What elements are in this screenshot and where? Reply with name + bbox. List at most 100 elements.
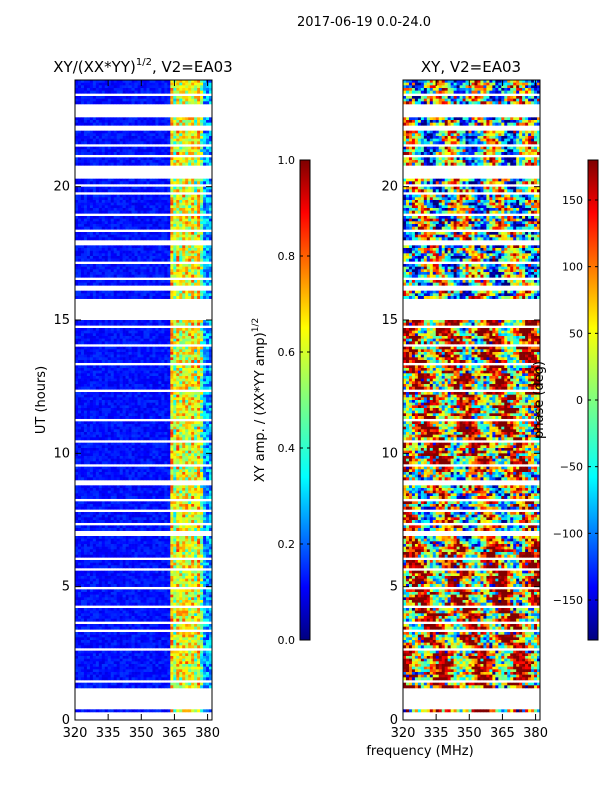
heatmap-cell	[107, 130, 112, 134]
heatmap-cell	[167, 218, 171, 222]
heatmap-cell	[173, 346, 177, 350]
heatmap-cell	[164, 250, 168, 254]
heatmap-cell	[176, 96, 180, 99]
heatmap-cell	[185, 341, 189, 345]
heatmap-cell	[119, 290, 123, 294]
heatmap-cell	[206, 328, 210, 331]
heatmap-cell	[140, 333, 144, 337]
heatmap-cell	[92, 472, 97, 475]
heatmap-cell	[173, 266, 177, 270]
heatmap-cell	[143, 205, 147, 209]
heatmap-cell	[104, 120, 109, 123]
heatmap-cell	[203, 405, 207, 409]
heatmap-cell	[158, 205, 162, 209]
heatmap-cell	[209, 445, 212, 449]
heatmap-cell	[89, 400, 94, 403]
heatmap-cell	[92, 405, 97, 409]
heatmap-cell	[176, 264, 180, 267]
heatmap-cell	[164, 197, 168, 201]
heatmap-cell	[86, 136, 91, 139]
heatmap-cell	[164, 290, 168, 294]
heatmap-cell	[179, 248, 183, 251]
heatmap-cell	[89, 253, 94, 257]
heatmap-cell	[170, 256, 174, 259]
heatmap-cell	[119, 178, 123, 182]
heatmap-cell	[194, 296, 198, 299]
heatmap-cell	[179, 224, 183, 227]
heatmap-cell	[164, 138, 168, 142]
heatmap-cell	[89, 416, 94, 419]
heatmap-cell	[155, 378, 159, 382]
heatmap-cell	[143, 82, 147, 86]
heatmap-cell	[89, 360, 94, 363]
heatmap-cell	[194, 216, 198, 219]
heatmap-cell	[152, 445, 156, 449]
heatmap-cell	[92, 85, 97, 89]
heatmap-cell	[116, 133, 120, 137]
heatmap-cell	[140, 253, 144, 257]
heatmap-cell	[113, 149, 117, 153]
heatmap-cell	[104, 357, 109, 361]
heatmap-cell	[122, 133, 126, 137]
heatmap-cell	[146, 384, 150, 387]
heatmap-cell	[131, 293, 135, 297]
heatmap-cell	[155, 80, 159, 83]
heatmap-cell	[101, 266, 106, 270]
heatmap-cell	[86, 269, 91, 273]
heatmap-cell	[197, 80, 201, 83]
heatmap-cell	[107, 392, 112, 395]
heatmap-cell	[182, 210, 186, 214]
heatmap-cell	[128, 474, 132, 478]
heatmap-cell	[209, 336, 212, 339]
heatmap-cell	[146, 136, 150, 139]
heatmap-cell	[179, 202, 183, 206]
heatmap-cell	[104, 256, 109, 259]
heatmap-cell	[146, 117, 150, 121]
heatmap-cell	[128, 296, 132, 299]
heatmap-cell	[92, 216, 97, 219]
heatmap-cell	[146, 330, 150, 334]
heatmap-cell	[179, 330, 183, 334]
heatmap-cell	[206, 338, 210, 342]
heatmap-cell	[95, 405, 100, 409]
heatmap-cell	[179, 338, 183, 342]
heatmap-cell	[107, 202, 112, 206]
heatmap-cell	[119, 392, 123, 395]
heatmap-cell	[194, 365, 198, 369]
heatmap-cell	[209, 442, 212, 446]
heatmap-cell	[191, 178, 195, 182]
heatmap-cell	[203, 386, 207, 390]
heatmap-cell	[113, 232, 117, 235]
heatmap-cell	[137, 272, 141, 275]
heatmap-cell	[185, 138, 189, 142]
heatmap-cell	[167, 442, 171, 446]
heatmap-cell	[194, 221, 198, 225]
heatmap-cell	[125, 453, 129, 457]
heatmap-cell	[200, 328, 204, 331]
heatmap-cell	[80, 245, 85, 249]
heatmap-cell	[149, 378, 153, 382]
heatmap-cell	[200, 397, 204, 401]
heatmap-cell	[110, 88, 115, 91]
heatmap-cell	[131, 274, 135, 278]
heatmap-cell	[137, 208, 141, 211]
heatmap-cell	[107, 189, 112, 193]
heatmap-cell	[116, 202, 120, 206]
heatmap-cell	[170, 384, 174, 387]
heatmap-cell	[83, 282, 88, 286]
heatmap-cell	[83, 200, 88, 203]
heatmap-cell	[170, 189, 174, 193]
heatmap-cell	[98, 256, 103, 259]
heatmap-cell	[107, 237, 112, 241]
heatmap-cell	[116, 237, 120, 241]
heatmap-cell	[140, 274, 144, 278]
heatmap-cell	[131, 416, 135, 419]
heatmap-cell	[185, 368, 189, 371]
heatmap-cell	[113, 272, 117, 275]
heatmap-cell	[161, 133, 165, 137]
heatmap-cell	[167, 381, 171, 385]
heatmap-cell	[206, 98, 210, 102]
heatmap-cell	[164, 368, 168, 371]
heatmap-cell	[101, 432, 106, 435]
heatmap-cell	[80, 210, 85, 214]
